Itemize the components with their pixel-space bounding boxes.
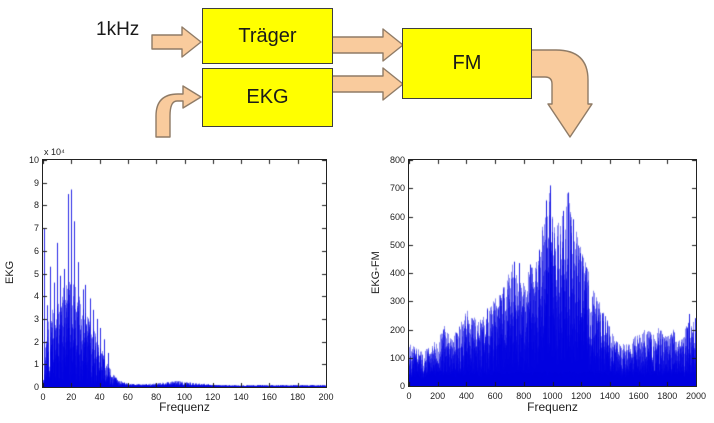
y-tick-label: 200 [389, 324, 405, 335]
figure-ekg-spectrum: x 10⁴ EKG Frequenz 0 20 40 60 80 100 120 140 160… [0, 145, 345, 423]
x-tick-label: 40 [94, 392, 105, 402]
x-tick-label: 1800 [657, 391, 678, 401]
x-tick-label: 0 [40, 392, 46, 402]
y-tick-label: 3 [33, 313, 39, 324]
x-tick-label: 60 [122, 392, 133, 402]
input-signal-label: 1kHz [96, 19, 140, 40]
y-tick-label: 2 [33, 336, 39, 347]
y-tick-label: 8 [33, 200, 39, 211]
y-tick-label: 400 [389, 268, 405, 278]
x-tick-label: 200 [318, 392, 334, 402]
y-tick-label: 700 [389, 183, 405, 194]
y-tick-label: 300 [389, 296, 405, 307]
y-tick-label: 0 [33, 382, 39, 392]
x-tick-label: 120 [205, 392, 221, 402]
y-tick-label: 500 [389, 239, 405, 250]
figure-ekg-fm-spectrum: EKG-FM Frequenz 0 200 400 600 800 1000 1200 140… [370, 145, 714, 423]
y-axis-scale-label: x 10⁴ [44, 147, 65, 157]
x-tick-label: 100 [176, 392, 193, 402]
y-tick-label: 7 [33, 223, 39, 234]
y-tick-label: 10 [28, 155, 39, 165]
x-tick-label: 400 [458, 391, 474, 401]
y-tick-label: 5 [33, 268, 39, 279]
x-tick-label: 0 [406, 391, 412, 401]
y-tick-label: 0 [399, 381, 405, 391]
x-tick-label: 20 [66, 392, 77, 402]
x-tick-label: 1400 [599, 391, 620, 401]
x-tick-label: 80 [151, 392, 162, 402]
arrow-1khz-to-traeger [151, 26, 202, 58]
block-traeger: Träger [202, 8, 333, 64]
x-tick-label: 1000 [542, 391, 563, 401]
ekg-spectrum-plot [42, 159, 327, 388]
y-tick-label: 600 [389, 211, 405, 222]
x-tick-label: 180 [290, 392, 306, 402]
x-tick-label: 1200 [571, 391, 592, 401]
x-tick-label: 140 [233, 392, 249, 402]
x-axis-label: Frequenz [527, 400, 578, 414]
x-tick-label: 600 [487, 391, 503, 401]
arrow-fm-output [529, 49, 593, 138]
y-tick-label: 100 [389, 352, 405, 363]
y-tick-label: 4 [33, 291, 39, 302]
x-tick-label: 800 [516, 391, 532, 401]
x-tick-label: 160 [261, 392, 277, 402]
x-tick-label: 200 [430, 391, 446, 401]
arrow-traeger-to-fm [331, 28, 404, 62]
block-diagram: 1kHz Träger EKG FM [0, 0, 714, 145]
ekg-fm-spectrum-plot [408, 159, 697, 387]
x-tick-label: 1600 [628, 391, 649, 401]
arrow-ekg-to-fm [331, 67, 404, 101]
x-axis-label: Frequenz [159, 400, 210, 414]
y-tick-label: 9 [33, 177, 39, 188]
x-tick-label: 2000 [685, 391, 707, 401]
arrow-ekg-input [155, 85, 202, 138]
y-tick-label: 6 [33, 245, 39, 256]
diagram-arrows [151, 26, 593, 138]
block-ekg: EKG [202, 68, 333, 127]
block-fm: FM [402, 28, 532, 99]
y-tick-label: 800 [389, 155, 405, 165]
y-tick-label: 1 [33, 359, 39, 370]
